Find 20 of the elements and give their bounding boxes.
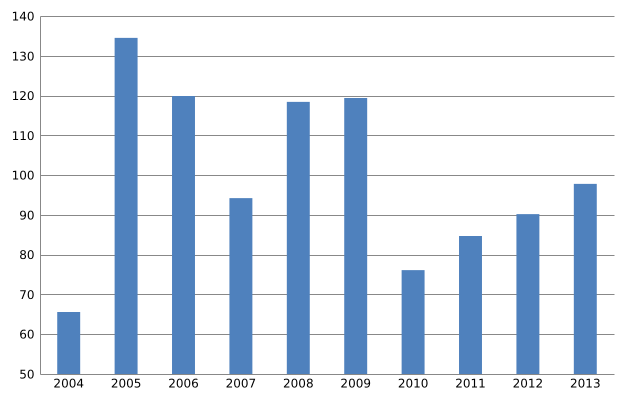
x-tick-label: 2011 — [455, 376, 486, 390]
x-tick-label: 2005 — [110, 376, 142, 390]
y-tick-label: 90 — [19, 208, 34, 222]
y-tick-label: 140 — [12, 10, 34, 24]
x-tick-label: 2012 — [512, 376, 544, 390]
y-tick-label: 100 — [12, 168, 34, 183]
x-tick-label: 2006 — [168, 376, 199, 390]
x-tick-label: 2009 — [340, 376, 371, 390]
x-tick-label: 2008 — [283, 376, 314, 390]
y-tick-label: 60 — [19, 328, 34, 342]
x-tick-label: 2004 — [53, 376, 84, 390]
x-tick-label: 2007 — [226, 376, 256, 390]
x-tick-label: 2010 — [398, 376, 428, 390]
y-tick-label: 120 — [12, 89, 34, 104]
y-tick-label: 110 — [12, 128, 34, 143]
y-tick-label: 80 — [19, 248, 34, 262]
x-tick-label: 2013 — [570, 376, 601, 390]
y-tick-label: 130 — [12, 49, 34, 64]
y-tick-label: 50 — [19, 368, 34, 382]
y-tick-label: 70 — [19, 288, 34, 302]
